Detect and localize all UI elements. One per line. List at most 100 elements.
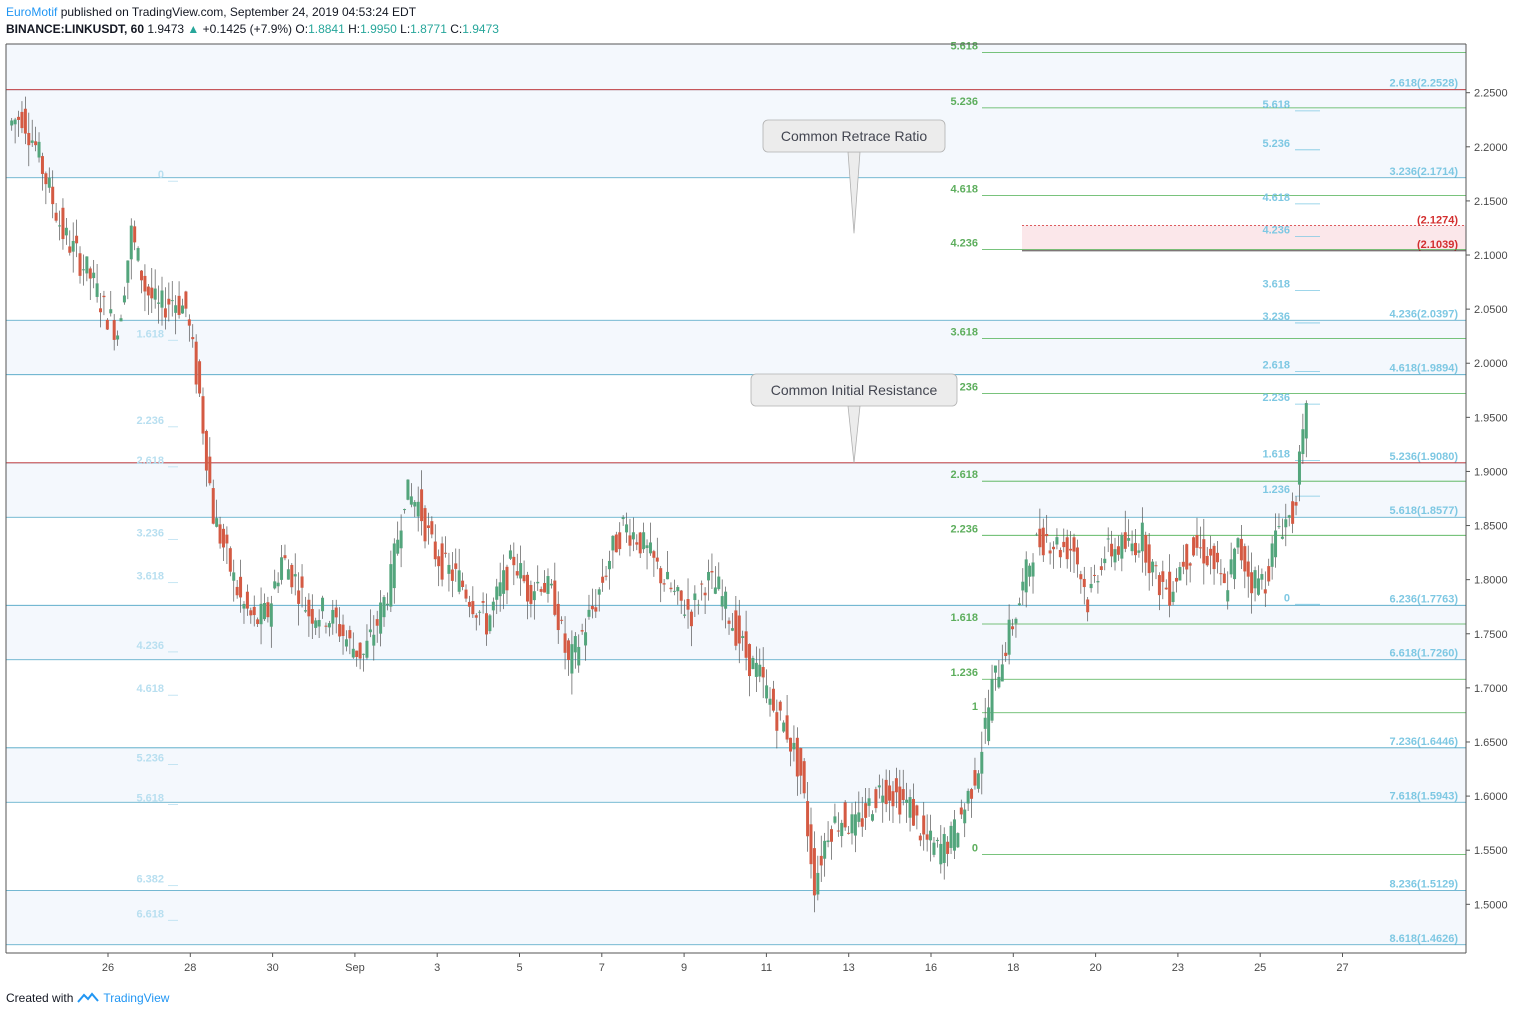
candle-body	[464, 589, 468, 599]
candle-body	[908, 797, 912, 818]
candle-body	[95, 283, 99, 297]
candle-body	[198, 361, 202, 394]
candle-body	[952, 819, 956, 851]
candle-body	[717, 576, 721, 590]
candle-body	[416, 501, 420, 517]
fib-label-small: 3.618	[1262, 278, 1290, 290]
fib-label-small: 0	[1284, 592, 1290, 604]
candle-body	[703, 592, 707, 596]
candle-body	[515, 571, 519, 576]
candle-body	[997, 676, 1001, 688]
candle-body	[457, 570, 461, 592]
candle-body	[628, 535, 632, 546]
candle-body	[823, 840, 827, 859]
candle-body	[748, 644, 752, 677]
callout-text: Common Initial Resistance	[771, 382, 938, 398]
candle-body	[604, 575, 608, 577]
candle-body	[1144, 534, 1148, 563]
candle-body	[1280, 536, 1284, 539]
candle-body	[843, 802, 847, 828]
y-tick-label: 1.7000	[1474, 683, 1508, 695]
candle-body	[724, 591, 728, 609]
candle-body	[754, 662, 758, 677]
candle-body	[1239, 538, 1243, 561]
candle-body	[666, 571, 670, 580]
candle-body	[375, 619, 379, 626]
candle-body	[75, 235, 79, 244]
candle-body	[700, 583, 704, 585]
x-tick-label: 3	[434, 962, 440, 974]
candle-body	[1130, 543, 1134, 552]
candle-body	[884, 779, 888, 805]
candle-body	[276, 582, 280, 587]
candle-body	[1256, 578, 1260, 595]
candle-body	[249, 610, 253, 616]
candle-body	[915, 805, 919, 816]
candle-body	[68, 246, 72, 253]
candle-body	[522, 575, 526, 582]
candle-body	[368, 629, 372, 633]
candle-body	[307, 599, 311, 617]
candle-body	[61, 207, 65, 240]
candle-body	[17, 116, 21, 120]
candle-body	[204, 430, 208, 471]
candle-body	[560, 619, 564, 621]
candle-body	[1004, 652, 1008, 657]
candle-body	[778, 701, 782, 711]
candle-body	[1137, 550, 1141, 553]
fib-label-faint: 5.236	[136, 752, 164, 764]
candle-body	[13, 119, 17, 125]
candle-body	[1215, 552, 1219, 563]
x-tick-label: 13	[843, 962, 855, 974]
candle-body	[597, 589, 601, 595]
fib-label-green: 5.618	[950, 41, 978, 53]
candle-body	[1236, 538, 1240, 548]
candle-body	[980, 751, 984, 774]
candle-body	[1291, 501, 1295, 524]
candle-body	[638, 532, 642, 554]
candle-body	[625, 524, 629, 533]
fib-band	[6, 462, 1466, 518]
tradingview-brand-link[interactable]: TradingView	[103, 991, 170, 1005]
candle-body	[935, 839, 939, 842]
candle-body	[727, 620, 731, 624]
candle-body	[348, 630, 352, 639]
candle-body	[949, 825, 953, 848]
fib-label-faint: 3.236	[136, 527, 164, 539]
author-link[interactable]: EuroMotif	[6, 5, 58, 19]
x-tick-label: 11	[761, 962, 772, 974]
candle-body	[471, 601, 475, 615]
candle-body	[512, 556, 516, 566]
candle-body	[1017, 603, 1021, 606]
candle-body	[392, 543, 396, 589]
candle-body	[679, 590, 683, 601]
y-tick-label: 1.7500	[1474, 629, 1508, 641]
candle-body	[529, 584, 533, 604]
candle-body	[481, 601, 485, 603]
candle-body	[433, 541, 437, 560]
candle-body	[1014, 618, 1018, 624]
candle-body	[963, 809, 967, 824]
fib-label-green: 5.236	[950, 96, 978, 108]
candle-body	[642, 532, 646, 550]
fib-label-blue: 5.236(1.9080)	[1390, 451, 1459, 463]
candle-body	[447, 564, 451, 574]
candle-body	[252, 606, 256, 616]
candle-body	[259, 603, 263, 625]
candle-body	[430, 521, 434, 535]
fib-label-faint: 5.618	[136, 793, 164, 805]
candle-body	[495, 586, 499, 600]
publish-line: EuroMotif published on TradingView.com, …	[6, 4, 499, 21]
candle-body	[782, 722, 786, 732]
candle-body	[1021, 581, 1025, 591]
candle-body	[266, 602, 270, 618]
candle-body	[372, 634, 376, 646]
fib-band	[6, 747, 1466, 803]
candle-body	[635, 542, 639, 545]
candle-body	[570, 644, 574, 674]
y-tick-label: 1.8500	[1474, 521, 1508, 533]
fib-label-small: 2.236	[1262, 392, 1290, 404]
y-tick-label: 1.5500	[1474, 845, 1508, 857]
candle-body	[765, 685, 769, 699]
